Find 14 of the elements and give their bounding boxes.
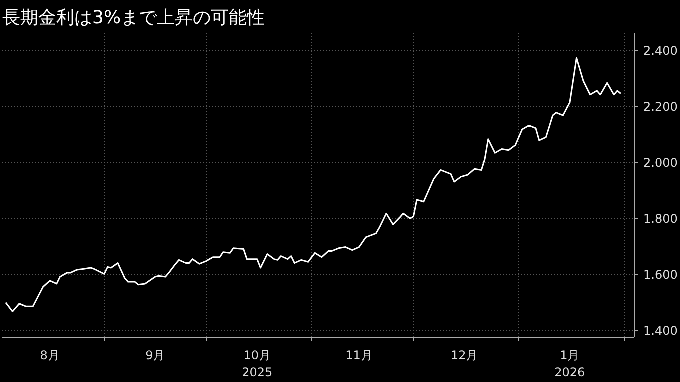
y-tick-label: 2.400 bbox=[644, 44, 678, 58]
x-tick-label: 8月 bbox=[40, 348, 60, 362]
x-tick-label: 11月 bbox=[346, 348, 373, 362]
y-tick-label: 2.000 bbox=[644, 156, 678, 170]
y-tick-label: 1.600 bbox=[644, 268, 678, 282]
y-tick-label: 1.800 bbox=[644, 212, 678, 226]
line-series bbox=[5, 57, 622, 312]
x-tick-label: 1月 2026 bbox=[554, 348, 586, 380]
x-tick-label: 10月 2025 bbox=[242, 348, 273, 380]
x-tick-label: 12月 bbox=[450, 348, 478, 362]
y-tick-label: 2.200 bbox=[644, 100, 678, 114]
y-tick-label: 1.400 bbox=[644, 324, 678, 338]
chart-title: 長期金利は3%まで上昇の可能性 bbox=[2, 8, 266, 28]
x-tick-label: 9月 bbox=[146, 348, 166, 362]
